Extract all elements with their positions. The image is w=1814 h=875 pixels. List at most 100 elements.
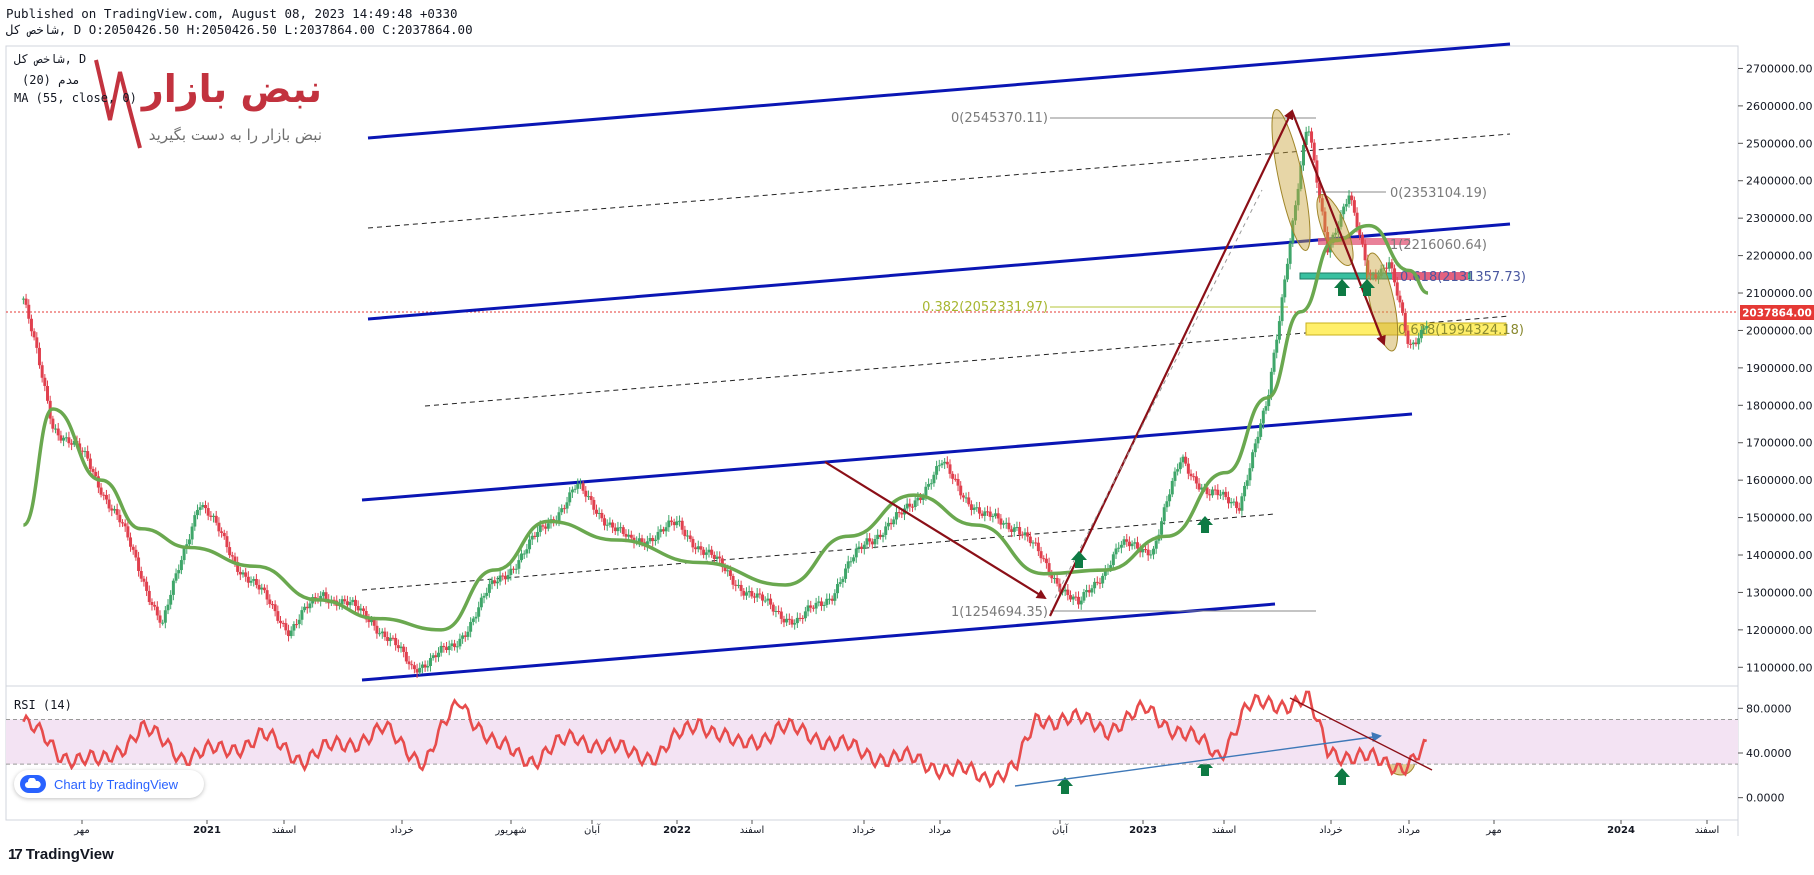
candle-body bbox=[678, 520, 682, 522]
candle-body bbox=[932, 474, 936, 484]
rsi-axis[interactable]: 80.0000 40.0000 0.0000 bbox=[1738, 702, 1792, 805]
candle-body bbox=[129, 537, 133, 547]
rsi-line[interactable] bbox=[22, 690, 1428, 789]
candle-body bbox=[1275, 339, 1279, 353]
buy-arrow-1 bbox=[1071, 551, 1087, 568]
time-tick-label: اسفند bbox=[1212, 825, 1236, 836]
candle-body bbox=[584, 490, 588, 497]
candle-body bbox=[260, 587, 264, 590]
candle-body bbox=[562, 508, 566, 510]
candle-body bbox=[145, 581, 149, 591]
candle-body bbox=[573, 488, 577, 490]
candle-body bbox=[1004, 522, 1008, 524]
legend-ma55[interactable]: MA (55, close, 0) bbox=[14, 91, 137, 105]
candle-body bbox=[1360, 235, 1364, 244]
price-tick-label: 2200000.00 bbox=[1746, 250, 1812, 263]
candle-body bbox=[1173, 471, 1177, 481]
candle-body bbox=[983, 511, 987, 516]
candle-body bbox=[865, 538, 869, 545]
candle-body bbox=[972, 507, 976, 510]
candle-body bbox=[616, 527, 620, 532]
candle-body bbox=[295, 624, 299, 626]
candles[interactable] bbox=[21, 125, 1429, 679]
buy-signals[interactable] bbox=[1057, 279, 1375, 794]
candle-body bbox=[806, 605, 810, 612]
candle-body bbox=[672, 521, 676, 526]
rsi-label[interactable]: RSI (14) bbox=[14, 698, 72, 712]
trend-arrows[interactable] bbox=[824, 109, 1386, 617]
buy-arrow-3 bbox=[1334, 279, 1350, 296]
highlight-ellipse-2 bbox=[1316, 193, 1354, 267]
price-tick-label: 1400000.00 bbox=[1746, 549, 1812, 562]
candle-body bbox=[1267, 394, 1271, 407]
legend-ma20: (20) مدم bbox=[22, 73, 80, 87]
candle-body bbox=[1406, 330, 1410, 344]
candle-body bbox=[900, 512, 904, 515]
time-axis[interactable]: مهر 2021 اسفند خرداد شهریور آبان 2022 اسفند خردا… bbox=[73, 820, 1719, 836]
candle-body bbox=[696, 546, 700, 550]
rsi-trendline-up[interactable] bbox=[1014, 732, 1382, 787]
rsi-trendline-down[interactable] bbox=[1289, 697, 1433, 771]
price-tick-label: 2300000.00 bbox=[1746, 212, 1812, 225]
candle-body bbox=[1170, 480, 1174, 495]
candle-body bbox=[1210, 489, 1214, 496]
candle-body bbox=[538, 525, 542, 533]
candle-body bbox=[137, 557, 141, 572]
candle-body bbox=[825, 598, 829, 605]
candle-body bbox=[1184, 456, 1188, 464]
candle-body bbox=[1235, 501, 1239, 508]
candle-body bbox=[86, 451, 90, 459]
price-tick-label: 2700000.00 bbox=[1746, 62, 1812, 75]
candle-body bbox=[731, 576, 735, 585]
candle-body bbox=[1253, 443, 1257, 453]
price-tick-label: 1100000.00 bbox=[1746, 661, 1812, 674]
ma55-line[interactable] bbox=[22, 223, 1429, 632]
candle-body bbox=[707, 549, 711, 553]
candle-body bbox=[795, 617, 799, 624]
candle-body bbox=[104, 494, 108, 500]
fib-label-0b: 0(2353104.19) bbox=[1390, 186, 1487, 201]
candle-body bbox=[1095, 581, 1099, 583]
candle-body bbox=[1299, 165, 1303, 189]
candle-body bbox=[969, 504, 973, 510]
price-axis[interactable]: 2700000.00 2600000.00 2500000.00 2400000.00… bbox=[1738, 62, 1812, 674]
chart-credit-label[interactable]: Chart by TradingView bbox=[54, 776, 179, 792]
candle-body bbox=[72, 440, 76, 445]
candle-body bbox=[715, 556, 719, 559]
candle-body bbox=[750, 591, 754, 597]
candle-body bbox=[1261, 410, 1265, 424]
candle-body bbox=[996, 513, 1000, 519]
candle-body bbox=[661, 529, 665, 532]
candle-body bbox=[123, 523, 127, 527]
candle-body bbox=[394, 637, 398, 646]
candle-body bbox=[206, 508, 210, 516]
candle-body bbox=[525, 549, 529, 554]
candle-body bbox=[59, 435, 63, 441]
tv-logo-icon: 17 bbox=[8, 846, 23, 863]
candle-body bbox=[1090, 588, 1094, 593]
tradingview-brand[interactable]: 17 TradingView bbox=[8, 846, 114, 863]
highlight-ellipses[interactable] bbox=[1264, 107, 1416, 776]
candle-body bbox=[150, 602, 154, 605]
channel-lines[interactable] bbox=[361, 42, 1511, 682]
candle-body bbox=[163, 610, 167, 623]
candle-body bbox=[289, 630, 293, 637]
candle-body bbox=[46, 385, 50, 401]
candle-body bbox=[608, 522, 612, 525]
candle-body bbox=[474, 616, 478, 619]
candle-body bbox=[115, 509, 119, 515]
candle-body bbox=[1050, 573, 1054, 579]
ohlc-info: شاخص کل, D O:2050426.50 H:2050426.50 L:2… bbox=[6, 22, 473, 37]
candle-body bbox=[386, 637, 390, 642]
candle-body bbox=[56, 428, 60, 436]
candle-body bbox=[463, 635, 467, 637]
candle-body bbox=[1101, 575, 1105, 584]
candle-body bbox=[364, 610, 368, 620]
candle-body bbox=[375, 625, 379, 634]
candle-body bbox=[814, 602, 818, 609]
candle-body bbox=[511, 568, 515, 570]
chart-credit[interactable]: Chart by TradingView bbox=[14, 770, 204, 798]
price-tick-label: 1200000.00 bbox=[1746, 624, 1812, 637]
candle-body bbox=[177, 570, 181, 574]
